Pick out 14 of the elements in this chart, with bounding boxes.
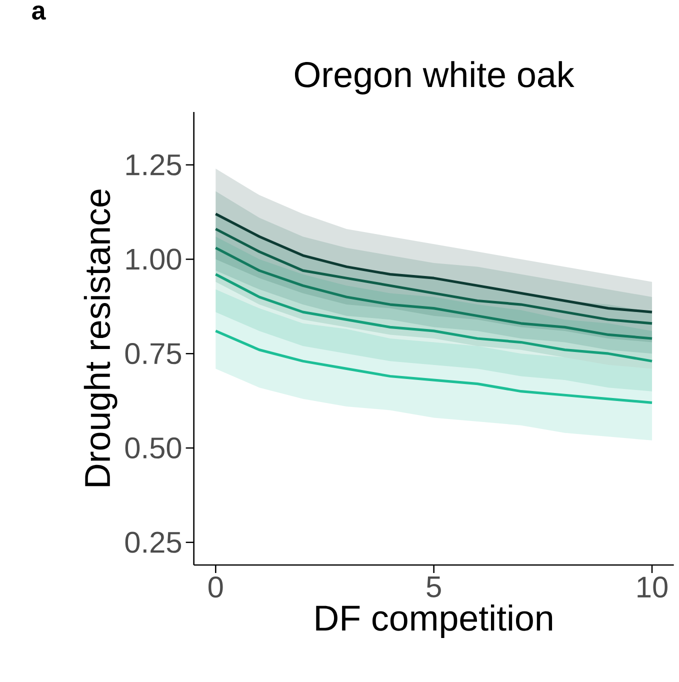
y-tick-label: 0.75 [125,343,182,364]
line-series [214,246,654,340]
x-axis-title: DF competition [316,604,552,638]
y-tick-label: 0.50 [125,437,182,459]
y-tick-label: 1.00 [126,248,182,270]
chart-title: Oregon white oak [295,61,574,94]
x-tick-label: 5 [426,576,441,598]
x-tick-label: 0 [208,576,223,598]
y-tick-label: 0.25 [125,532,182,553]
line-series [214,330,654,404]
y-tick-label: 1.25 [126,154,182,176]
x-tick-label: 10 [638,576,668,598]
y-axis-title: Drought resistance [84,190,118,486]
text: a [32,6,46,20]
